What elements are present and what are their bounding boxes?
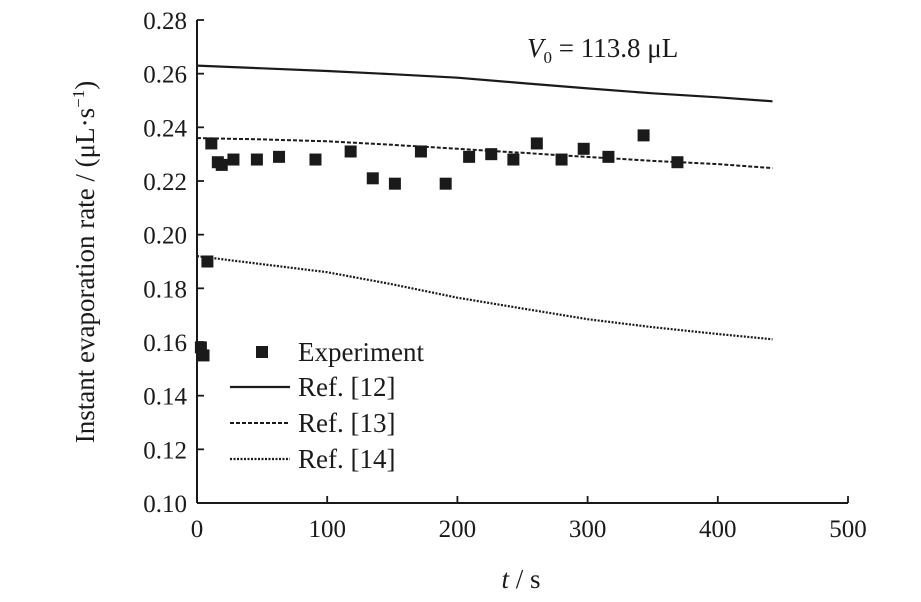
x-tick-label: 300 [569,516,607,543]
y-tick-label: 0.16 [143,330,187,357]
y-axis-text: Instant evaporation rate / (μL·s [70,108,100,443]
legend-label: Ref. [14] [298,444,395,474]
y-tick-label: 0.14 [143,384,187,411]
y-tick-label: 0.12 [143,437,187,464]
experiment-point [215,158,228,171]
y-axis-sup: −1 [69,90,88,108]
volume-var: V [527,33,547,63]
x-axis-unit: / s [509,564,541,594]
experiment-point [530,137,543,150]
series-line-ref-12 [196,64,773,103]
experiment-point [414,145,427,158]
y-tick-label: 0.20 [143,223,187,250]
experiment-point [309,153,322,166]
series-layer [194,64,773,362]
y-tick-label: 0.26 [143,62,187,89]
y-tick-label: 0.22 [143,169,187,196]
series-line-ref-13 [196,137,773,170]
volume-annotation: V0 = 113.8 μL [527,33,678,67]
x-tick-label: 200 [439,516,477,543]
y-tick-label: 0.24 [143,115,187,142]
experiment-point [273,150,286,163]
experiment-point [507,153,520,166]
x-axis-title: t / s [501,564,540,594]
y-axis-close: ) [70,81,100,90]
volume-value: = 113.8 μL [552,33,678,63]
experiment-point [201,255,214,268]
y-tick-label: 0.18 [143,276,187,303]
legend-label: Experiment [298,337,424,367]
y-axis-title: Instant evaporation rate / (μL·s−1) [69,81,100,443]
experiment-point [197,349,210,362]
experiment-point [637,129,650,142]
experiment-point [602,150,615,163]
experiment-point [555,153,568,166]
axes: 0.10 0.12 0.14 0.16 0.18 0.20 0.22 0.24 0.26 0.28… [143,8,867,543]
legend-label: Ref. [13] [298,408,395,438]
x-axis-var: t [501,564,510,594]
experiment-point [205,137,218,150]
experiment-point [366,172,379,185]
y-tick-label: 0.10 [143,491,187,518]
x-tick-label: 0 [191,516,204,543]
volume-sub: 0 [544,48,553,67]
experiment-point [439,177,452,190]
experiment-point [463,150,476,163]
legend-label: Ref. [12] [298,372,395,402]
series-line-ref-14 [196,255,773,341]
experiment-point [344,145,357,158]
y-tick-label: 0.28 [143,8,187,35]
x-tick-label: 400 [699,516,737,543]
x-tick-label: 500 [829,516,867,543]
experiment-point [250,153,263,166]
legend: Experiment Ref. [12] Ref. [13] Ref. [14] [230,337,424,474]
experiment-point [227,153,240,166]
x-tick-label: 100 [308,516,346,543]
experiment-point [388,177,401,190]
legend-marker-experiment [256,346,268,358]
experiment-point [577,142,590,155]
